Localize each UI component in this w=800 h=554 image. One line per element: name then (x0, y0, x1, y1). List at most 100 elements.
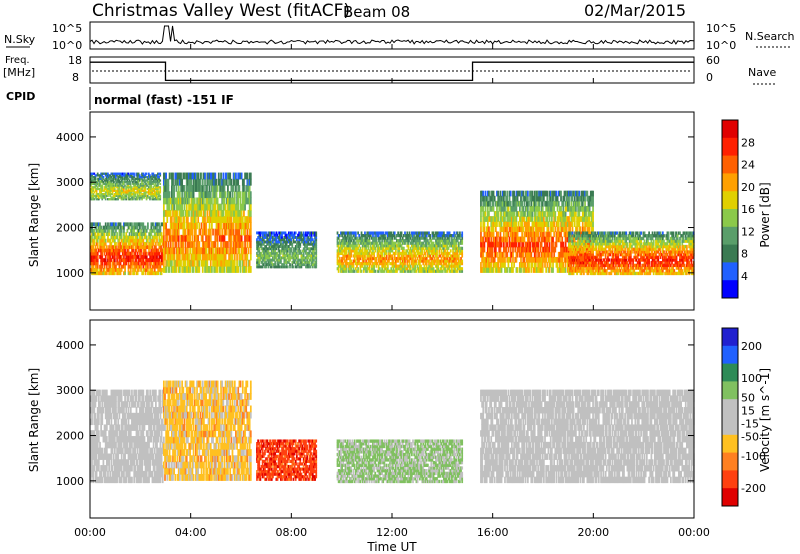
heatmap-cell (118, 181, 121, 184)
heatmap-cell (369, 234, 372, 238)
heatmap-cell (350, 231, 353, 235)
heatmap-cell (112, 174, 115, 177)
heatmap-cell (150, 194, 152, 197)
heatmap-cell (120, 179, 123, 182)
heatmap-cell (390, 256, 393, 261)
heatmap-cell (188, 259, 190, 267)
heatmap-cell (119, 181, 122, 184)
heatmap-cell (302, 233, 305, 237)
heatmap-cell (156, 248, 158, 253)
heatmap-cell (256, 263, 258, 267)
heatmap-cell (240, 241, 243, 248)
heatmap-cell (217, 253, 220, 261)
heatmap-cell (257, 231, 259, 235)
heatmap-cell (239, 172, 242, 180)
heatmap-cell (233, 191, 236, 199)
heatmap-cell (381, 249, 383, 253)
heatmap-cell (136, 222, 139, 227)
heatmap-cell (136, 194, 139, 197)
heatmap-cell (113, 192, 116, 196)
heatmap-cell (301, 233, 304, 237)
heatmap-cell (408, 256, 411, 261)
heatmap-cell (302, 235, 305, 239)
heatmap-cell (117, 267, 120, 272)
heatmap-cell (366, 264, 369, 268)
heatmap-cell (386, 267, 389, 271)
heatmap-cell (504, 205, 506, 212)
heatmap-cell (188, 178, 190, 186)
heatmap-cell (109, 238, 112, 243)
heatmap-cell (140, 241, 142, 246)
heatmap-cell (166, 209, 169, 217)
heatmap-cell (352, 267, 355, 271)
heatmap-cell (235, 185, 237, 192)
heatmap-cell (401, 269, 404, 273)
heatmap-cell (132, 192, 134, 196)
heatmap-cell (351, 244, 354, 248)
heatmap-cell (400, 244, 403, 248)
heatmap-cell (165, 241, 168, 248)
heatmap-cell (350, 239, 353, 243)
heatmap-cell (104, 174, 107, 177)
heatmap-cell (152, 235, 155, 240)
heatmap-cell (135, 187, 138, 191)
heatmap-cell (262, 263, 265, 267)
heatmap-cell (256, 251, 258, 255)
heatmap-cell (111, 179, 114, 182)
heatmap-cell (270, 251, 273, 255)
heatmap-cell (413, 262, 416, 266)
heatmap-cell (276, 233, 279, 237)
heatmap-cell (415, 249, 418, 253)
heatmap-cell (187, 228, 189, 236)
heatmap-cell (133, 175, 135, 179)
heatmap-cell (128, 235, 131, 240)
heatmap-cell (275, 245, 278, 248)
heatmap-cell (212, 172, 214, 180)
heatmap-cell (291, 235, 294, 239)
heatmap-cell (217, 216, 220, 224)
heatmap-cell (155, 174, 158, 177)
heatmap-cell (157, 179, 159, 182)
heatmap-cell (131, 222, 133, 227)
heatmap-cell (515, 205, 518, 212)
heatmap-cell (408, 269, 411, 273)
heatmap-cell (369, 246, 372, 250)
heatmap-cell (151, 264, 154, 269)
heatmap-cell (505, 246, 507, 253)
heatmap-cell (154, 179, 157, 182)
heatmap-cell (103, 267, 106, 272)
heatmap-cell (141, 174, 143, 177)
heatmap-cell (110, 245, 113, 250)
heatmap-cell (410, 251, 413, 256)
heatmap-cell (217, 209, 220, 217)
heatmap-cell (128, 191, 131, 194)
heatmap-cell (236, 228, 238, 236)
heatmap-cell (274, 256, 277, 260)
heatmap-cell (303, 238, 306, 242)
heatmap-cell (384, 267, 387, 271)
heatmap-cell (147, 222, 149, 227)
heatmap-cell (177, 234, 180, 242)
heatmap-cell (166, 191, 169, 199)
heatmap-cell (350, 262, 353, 266)
heatmap-cell (227, 203, 229, 211)
heatmap-cell (260, 245, 263, 248)
heatmap-cell (357, 254, 359, 258)
heatmap-cell (364, 262, 366, 266)
heatmap-cell (484, 190, 487, 197)
heatmap-cell (115, 241, 117, 246)
heatmap-cell (197, 241, 200, 248)
heatmap-cell (131, 258, 133, 263)
heatmap-cell (412, 249, 414, 253)
heatmap-cell (177, 253, 180, 261)
heatmap-cell (190, 197, 193, 205)
heatmap-cell (127, 196, 130, 199)
heatmap-cell (229, 178, 232, 186)
heatmap-cell (222, 203, 225, 211)
heatmap-cell (205, 266, 208, 273)
heatmap-cell (134, 261, 137, 266)
heatmap-cell (100, 175, 102, 179)
heatmap-cell (404, 269, 406, 273)
heatmap-cell (245, 185, 248, 192)
